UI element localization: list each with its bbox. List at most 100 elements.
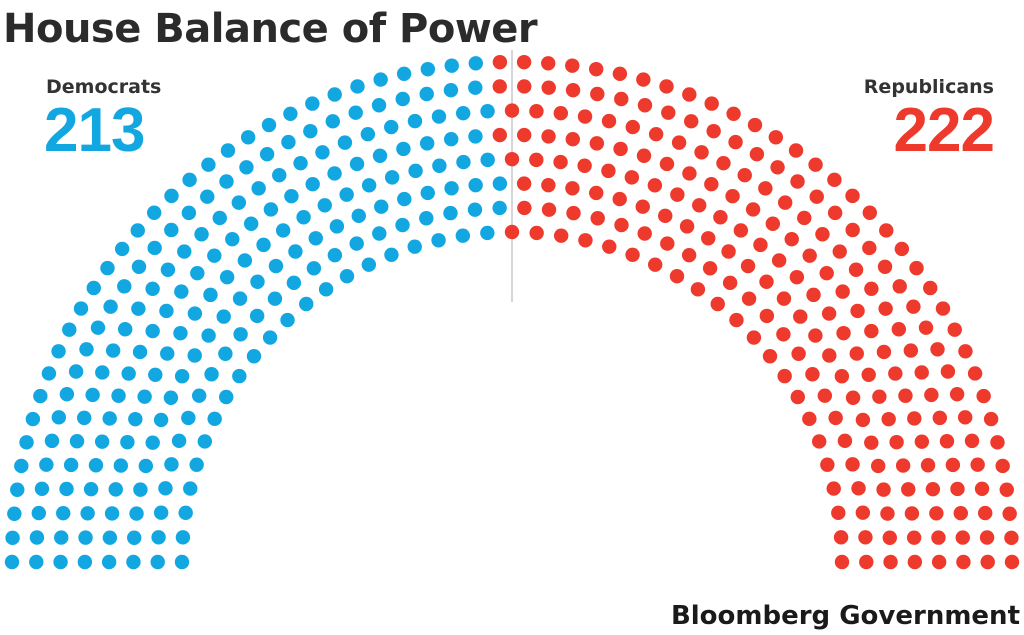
seat-democrat	[419, 211, 434, 226]
seat-democrat	[420, 185, 435, 201]
seat-democrat	[181, 410, 196, 426]
seat-democrat	[187, 306, 203, 321]
seat-republican	[504, 151, 520, 167]
seat-republican	[647, 257, 663, 272]
seat-democrat	[182, 172, 197, 188]
seat-democrat	[286, 275, 302, 291]
seat-democrat	[145, 281, 160, 297]
seat-democrat	[68, 364, 84, 379]
seat-republican	[679, 219, 695, 234]
seat-republican	[909, 260, 924, 276]
seat-democrat	[19, 435, 34, 450]
seat-republican	[588, 61, 604, 77]
seat-democrat	[443, 205, 458, 221]
seat-republican	[834, 554, 850, 570]
seat-republican	[577, 158, 592, 173]
seat-democrat	[240, 130, 256, 145]
seat-republican	[819, 265, 834, 281]
seat-democrat	[233, 327, 248, 342]
seat-democrat	[111, 388, 126, 403]
seat-democrat	[267, 291, 283, 306]
seat-republican	[845, 222, 860, 238]
seat-democrat	[131, 301, 146, 316]
seat-democrat	[361, 257, 377, 272]
seat-republican	[806, 287, 821, 303]
seat-democrat	[480, 225, 495, 241]
seat-democrat	[63, 457, 79, 473]
seat-republican	[612, 191, 627, 207]
seat-democrat	[284, 189, 299, 204]
seat-republican	[957, 410, 973, 425]
seat-democrat	[207, 411, 222, 427]
seat-democrat	[431, 233, 446, 248]
seat-republican	[612, 66, 628, 81]
seat-republican	[855, 412, 871, 428]
seat-democrat	[305, 96, 320, 111]
seat-republican	[659, 156, 675, 172]
seat-republican	[980, 554, 995, 570]
seat-republican	[953, 505, 968, 521]
seat-republican	[931, 554, 947, 570]
seat-democrat	[305, 177, 320, 192]
seat-republican	[745, 202, 761, 217]
seat-republican	[701, 231, 716, 246]
seat-democrat	[216, 309, 231, 324]
seat-democrat	[349, 156, 365, 172]
seat-democrat	[56, 505, 71, 521]
seat-democrat	[113, 458, 129, 473]
seat-democrat	[153, 505, 169, 520]
seat-democrat	[150, 554, 165, 570]
seat-republican	[541, 129, 556, 144]
seat-republican	[492, 127, 507, 143]
seat-republican	[808, 328, 823, 343]
seat-democrat	[261, 117, 277, 133]
seat-republican	[888, 366, 903, 381]
seat-democrat	[419, 86, 434, 102]
seat-republican	[811, 434, 827, 449]
seat-democrat	[280, 312, 295, 328]
seat-democrat	[5, 530, 20, 546]
seat-democrat	[204, 367, 219, 382]
seat-republican	[566, 205, 581, 221]
seat-democrat	[189, 457, 204, 472]
seat-republican	[882, 530, 897, 545]
seat-democrat	[59, 481, 74, 497]
seat-republican	[815, 227, 830, 242]
seat-republican	[979, 530, 995, 545]
seat-democrat	[468, 129, 483, 144]
seat-democrat	[102, 411, 117, 426]
seat-republican	[788, 143, 804, 158]
seat-republican	[635, 199, 650, 214]
seat-republican	[881, 411, 896, 427]
seat-republican	[762, 349, 778, 364]
seat-democrat	[306, 261, 322, 276]
seat-democrat	[174, 369, 190, 384]
seat-republican	[861, 367, 876, 382]
chart-title: House Balance of Power	[3, 6, 538, 52]
seat-republican	[776, 291, 792, 306]
seat-republican	[729, 312, 744, 328]
seat-republican	[894, 241, 910, 257]
seat-republican	[713, 210, 728, 225]
seat-democrat	[480, 104, 495, 119]
seat-republican	[565, 83, 581, 98]
seat-democrat	[73, 301, 89, 316]
seat-democrat	[103, 299, 118, 314]
seat-republican	[704, 96, 719, 111]
seat-republican	[768, 130, 784, 145]
seat-democrat	[147, 240, 162, 256]
seat-democrat	[212, 210, 227, 226]
seat-republican	[728, 134, 743, 150]
seat-republican	[848, 262, 864, 277]
seat-republican	[914, 365, 929, 380]
seat-democrat	[51, 344, 66, 359]
seat-republican	[726, 106, 741, 121]
seat-democrat	[147, 205, 162, 220]
seat-democrat	[86, 280, 101, 296]
seat-republican	[845, 457, 860, 472]
seat-democrat	[95, 365, 110, 380]
seat-republican	[956, 554, 971, 570]
seat-democrat	[275, 223, 291, 238]
democrats-seat-count: 213	[44, 96, 145, 165]
